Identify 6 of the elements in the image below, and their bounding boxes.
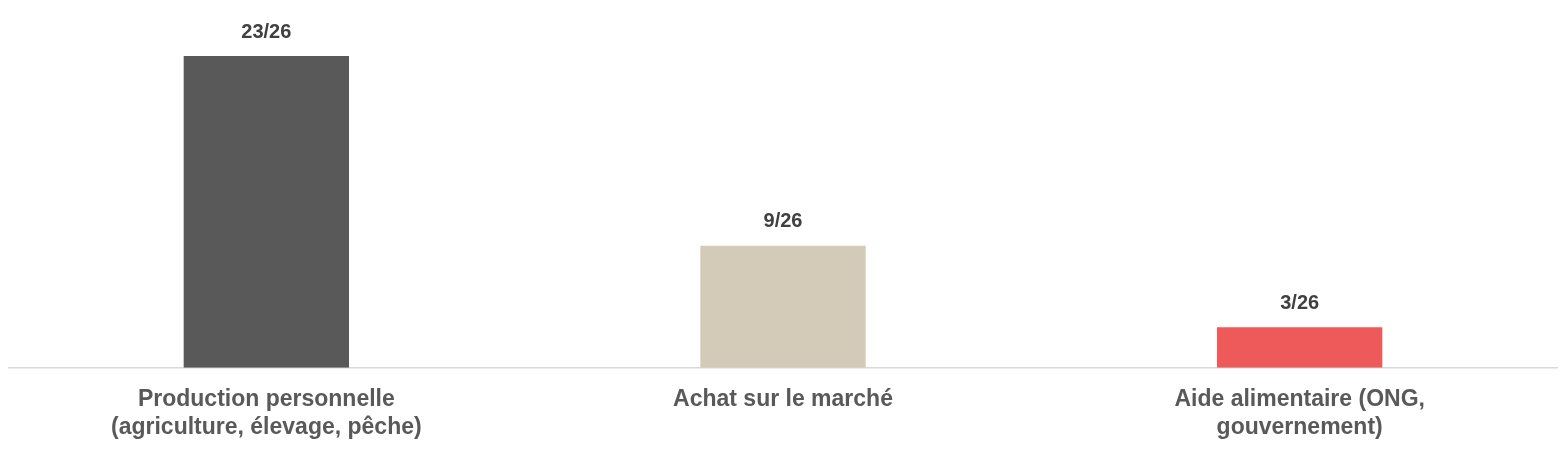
data-label: 23/26 xyxy=(241,19,292,42)
x-tick-label: Achat sur le marché xyxy=(673,384,893,411)
x-tick-label: Aide alimentaire (ONG, gouvernement) xyxy=(1174,384,1425,439)
data-label: 9/26 xyxy=(763,209,803,232)
data-label: 3/26 xyxy=(1280,290,1320,313)
x-tick-label: Production personnelle (agriculture, élevage, pêche) xyxy=(111,384,422,439)
